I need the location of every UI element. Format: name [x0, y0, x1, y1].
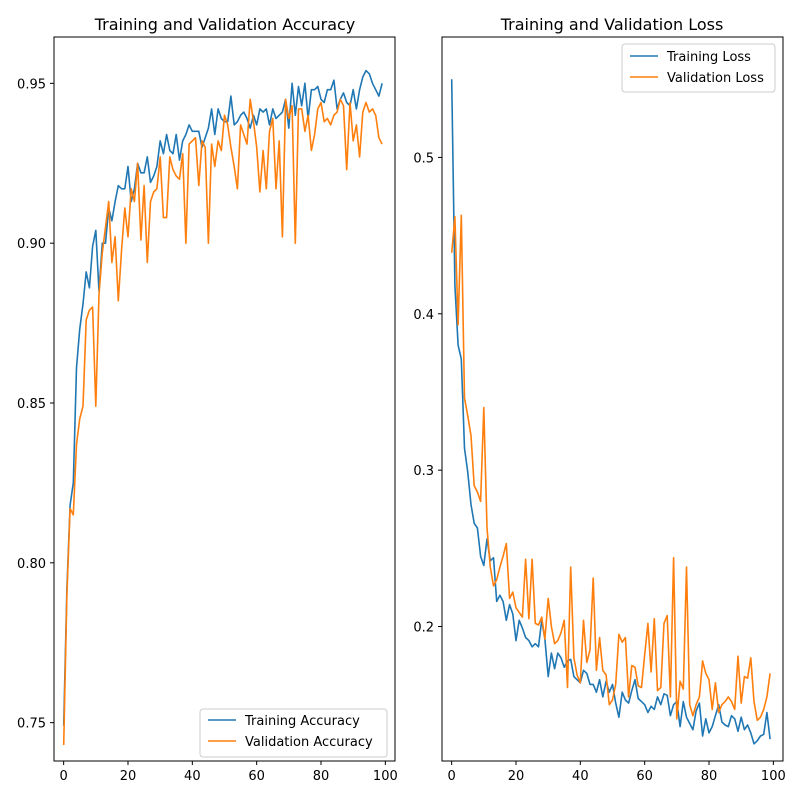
loss-x-tick-label: 0 — [448, 769, 456, 784]
loss-y-tick-label: 0.5 — [413, 151, 434, 166]
accuracy-x-tick-label: 100 — [373, 769, 398, 784]
loss-y-tick-label: 0.2 — [413, 621, 434, 636]
accuracy-legend-box — [199, 708, 388, 758]
accuracy-y-tick-label: 0.85 — [17, 397, 46, 412]
accuracy-legend-label-training: Training Accuracy — [244, 714, 360, 729]
loss-y-tick-label: 0.4 — [413, 308, 434, 323]
loss-x-tick-label: 60 — [636, 769, 653, 784]
accuracy-x-tick-label: 20 — [120, 769, 137, 784]
loss-series-line-validation — [450, 214, 771, 722]
loss-chart-title: Training and Validation Loss — [500, 15, 724, 34]
accuracy-y-tick-label: 0.80 — [17, 557, 46, 572]
accuracy-y-tick-label: 0.75 — [17, 717, 46, 732]
accuracy-x-axis: 0 20 40 60 80 100 — [60, 761, 398, 784]
accuracy-x-tick-label: 0 — [60, 769, 68, 784]
loss-series-line-training — [450, 79, 771, 745]
accuracy-series-layer — [62, 69, 383, 746]
accuracy-x-tick-label: 60 — [248, 769, 265, 784]
accuracy-y-tick-label: 0.90 — [17, 237, 46, 252]
loss-x-tick-label: 40 — [572, 769, 589, 784]
loss-series-layer — [450, 79, 771, 745]
accuracy-chart-title: Training and Validation Accuracy — [94, 15, 356, 34]
accuracy-legend: Training Accuracy Validation Accuracy — [199, 708, 388, 758]
loss-y-axis: 0.2 0.3 0.4 0.5 — [413, 151, 442, 636]
accuracy-y-tick-label: 0.95 — [17, 77, 46, 92]
loss-chart: Training and Validation Loss 0 20 40 60 80 10… — [413, 15, 785, 784]
accuracy-series-line-training — [62, 69, 383, 726]
accuracy-plot-frame — [53, 36, 396, 762]
accuracy-legend-label-validation: Validation Accuracy — [245, 735, 373, 750]
accuracy-x-tick-label: 40 — [184, 769, 201, 784]
loss-plot-frame — [441, 36, 784, 762]
accuracy-chart: Training and Validation Accuracy 0 20 40 60… — [17, 15, 398, 784]
loss-legend-label-validation: Validation Loss — [667, 71, 764, 86]
loss-y-tick-label: 0.3 — [413, 464, 434, 479]
loss-x-axis: 0 20 40 60 80 100 — [448, 761, 786, 784]
accuracy-series-line-validation — [62, 98, 383, 746]
loss-legend-box — [621, 43, 776, 93]
accuracy-y-axis: 0.75 0.80 0.85 0.90 0.95 — [17, 77, 54, 732]
loss-x-tick-label: 100 — [761, 769, 786, 784]
loss-legend-label-training: Training Loss — [666, 50, 751, 65]
loss-legend: Training Loss Validation Loss — [621, 43, 776, 93]
accuracy-x-tick-label: 80 — [313, 769, 330, 784]
loss-x-tick-label: 20 — [508, 769, 525, 784]
loss-x-tick-label: 80 — [701, 769, 718, 784]
